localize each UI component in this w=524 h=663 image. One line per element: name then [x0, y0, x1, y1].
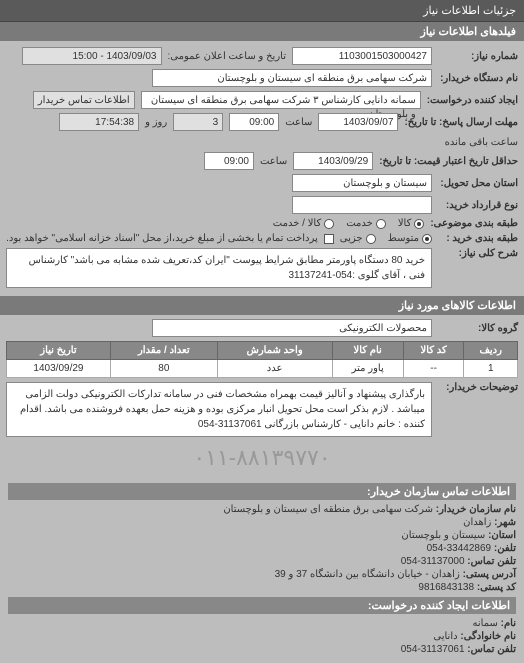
radio-med[interactable]	[422, 234, 432, 244]
group-label: گروه کالا:	[438, 323, 518, 334]
remain-days: 3	[173, 113, 223, 131]
table-cell: --	[403, 360, 464, 378]
table-header: تعداد / مقدار	[110, 342, 217, 360]
radio-both[interactable]	[324, 219, 334, 229]
treasury-checkbox[interactable]	[324, 234, 334, 244]
deadline-date: 1403/09/07	[318, 113, 398, 131]
radio-low[interactable]	[366, 234, 376, 244]
org-label: نام سازمان خریدار:	[436, 504, 516, 515]
fax-value: 31137000-054	[401, 556, 465, 567]
credit-date: 1403/09/29	[293, 152, 373, 170]
name-label: نام:	[501, 618, 516, 629]
requester-label: ایجاد کننده درخواست:	[427, 95, 518, 106]
agreement-label: نوع قرارداد خرید:	[438, 200, 518, 211]
agreement-field	[292, 196, 432, 214]
requester-field: سمانه دانایی کارشناس ۳ شرکت سهامی برق من…	[141, 91, 421, 109]
radio-goods-label: کالا	[398, 218, 412, 229]
general-label: شرح کلی نیاز:	[438, 248, 518, 259]
city-value: زاهدان	[463, 517, 491, 528]
creator-phone-label: تلفن تماس:	[467, 644, 516, 655]
contact-button[interactable]: اطلاعات تماس خریدار	[33, 91, 135, 109]
buytype-radios: کالا خدمت کالا / خدمت	[273, 218, 425, 229]
buyer-field: شرکت سهامی برق منطقه ای سیستان و بلوچستا…	[152, 69, 432, 87]
watermark-phone: ۰۱۱-۸۸۱۳۹۷۷۰	[6, 445, 518, 471]
creator-phone-value: 31137061-054	[401, 644, 465, 655]
creator-title: اطلاعات ایجاد کننده درخواست:	[8, 597, 516, 614]
table-header: تاریخ نیاز	[7, 342, 111, 360]
datetime-label: تاریخ و ساعت اعلان عمومی:	[168, 51, 287, 62]
province-value: سیستان و بلوچستان	[401, 530, 485, 541]
credit-label: حداقل تاریخ اعتبار قیمت: تا تاریخ:	[379, 156, 518, 167]
fax-label: تلفن تماس:	[467, 556, 516, 567]
remain-label: ساعت باقی مانده	[445, 137, 518, 148]
contact-title: اطلاعات تماس سازمان خریدار:	[8, 483, 516, 500]
section-goods-title: اطلاعات کالاهای مورد نیاز	[0, 296, 524, 315]
section-details-title: فیلدهای اطلاعات نیاز	[0, 22, 524, 41]
notes-label: توضیحات خریدار:	[438, 382, 518, 393]
radio-service-label: خدمت	[346, 218, 373, 229]
paytype-label: طبقه بندی خرید :	[438, 233, 518, 244]
table-cell: عدد	[217, 360, 332, 378]
form-area: شماره نیاز: 1103001503000427 تاریخ و ساع…	[0, 41, 524, 477]
tel-value: 33442869-054	[427, 543, 492, 554]
province-label: استان:	[488, 530, 516, 541]
addr-value: زاهدان - خیابان دانشگاه بین دانشگاه 37 و…	[275, 569, 460, 580]
deadline-time: 09:00	[229, 113, 279, 131]
table-header: ردیف	[464, 342, 518, 360]
table-row: 1--پاور مترعدد801403/09/29	[7, 360, 518, 378]
buytype-label: طبقه بندی موضوعی:	[430, 218, 518, 229]
location-field: سیستان و بلوچستان	[292, 174, 432, 192]
location-label: استان محل تحویل:	[438, 178, 518, 189]
contact-section: اطلاعات تماس سازمان خریدار: نام سازمان خ…	[0, 477, 524, 663]
radio-both-label: کالا / خدمت	[273, 218, 321, 229]
addr-label: آدرس پستی:	[463, 569, 516, 580]
table-header: کد کالا	[403, 342, 464, 360]
table-cell: پاور متر	[332, 360, 403, 378]
table-cell: 1403/09/29	[7, 360, 111, 378]
page-header: جزئیات اطلاعات نیاز	[0, 0, 524, 22]
general-text: خرید 80 دستگاه پاورمتر مطابق شرایط پیوست…	[6, 248, 432, 288]
ref-label: شماره نیاز:	[438, 51, 518, 62]
radio-goods[interactable]	[414, 219, 424, 229]
credit-time: 09:00	[204, 152, 254, 170]
radio-service[interactable]	[376, 219, 386, 229]
table-header: نام کالا	[332, 342, 403, 360]
deadline-label: مهلت ارسال پاسخ: تا تاریخ:	[404, 117, 518, 128]
postal-value: 9816843138	[418, 582, 474, 593]
paytype-radios: متوسط جزیی	[340, 233, 432, 244]
remain-time: 17:54:38	[59, 113, 139, 131]
org-value: شرکت سهامی برق منطقه ای سیستان و بلوچستا…	[223, 504, 433, 515]
deadline-time-label: ساعت	[285, 117, 312, 128]
family-label: نام خانوادگی:	[460, 631, 516, 642]
radio-low-label: جزیی	[340, 233, 363, 244]
table-cell: 1	[464, 360, 518, 378]
city-label: شهر:	[494, 517, 516, 528]
checkbox-label: پرداخت تمام یا بخشی از مبلغ خرید،از محل …	[6, 233, 318, 244]
ref-field: 1103001503000427	[292, 47, 432, 65]
group-field: محصولات الکترونیکی	[152, 319, 432, 337]
goods-table: ردیفکد کالانام کالاواحد شمارشتعداد / مقد…	[6, 341, 518, 378]
table-header: واحد شمارش	[217, 342, 332, 360]
family-value: دانایی	[433, 631, 457, 642]
buyer-label: نام دستگاه خریدار:	[438, 73, 518, 84]
radio-med-label: متوسط	[388, 233, 419, 244]
remain-days-label: روز و	[145, 117, 167, 128]
notes-text: بارگذاری پیشنهاد و آنالیز قیمت بهمراه مش…	[6, 382, 432, 437]
datetime-field: 1403/09/03 - 15:00	[22, 47, 162, 65]
tel-label: تلفن:	[494, 543, 516, 554]
postal-label: کد پستی:	[477, 582, 516, 593]
table-cell: 80	[110, 360, 217, 378]
name-value: سمانه	[473, 618, 498, 629]
credit-time-label: ساعت	[260, 156, 287, 167]
